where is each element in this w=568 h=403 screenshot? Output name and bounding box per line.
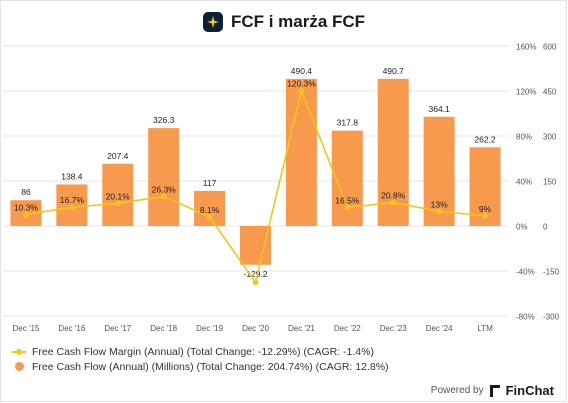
line-point [114,200,121,207]
legend: Free Cash Flow Margin (Annual) (Total Ch… [12,344,389,374]
line-point [436,208,442,215]
line-value-label: 8.1% [200,205,220,215]
line-value-label: 16.5% [335,195,360,205]
bar-value-label: 262.2 [474,134,496,144]
line-point [23,211,29,218]
y-left-tick-label: 80% [516,133,532,142]
bar-series-marker-icon [15,362,24,371]
y-right-tick-label: -300 [543,313,560,322]
line-point [206,214,213,220]
y-left-tick-label: 40% [516,178,532,187]
legend-label-margin: Free Cash Flow Margin (Annual) (Total Ch… [32,345,374,358]
chart-title: FCF i marża FCF [230,12,366,31]
line-point [482,213,488,219]
line-point [390,199,397,206]
bar-value-label: 86 [21,187,31,197]
y-left-tick-label: 160% [516,43,536,52]
x-tick-label: Dec '16 [58,324,85,333]
line-series-marker-icon [12,347,26,357]
bar [148,128,180,226]
y-left-tick-label: 120% [516,88,536,97]
y-right-tick-label: 300 [543,133,557,142]
line-value-label: 20.8% [381,191,406,201]
y-right-tick-label: 0 [543,223,548,232]
y-right-tick-label: 450 [543,88,557,97]
sparkle-icon [202,12,223,32]
powered-by: Powered by FinChat [431,383,554,398]
line-value-label: 13% [431,199,448,209]
y-left-tick-label: -80% [516,313,535,322]
bar-value-label: 490.7 [383,66,405,76]
powered-by-text: Powered by [430,385,484,396]
bar-value-label: 490.4 [291,66,313,76]
line-point [298,87,305,94]
x-tick-label: Dec '17 [104,324,131,333]
y-right-tick-label: 600 [543,43,557,52]
bar-value-label: -129.2 [243,269,267,279]
line-value-label: 20.1% [106,191,131,201]
title-row: FCF i marża FCF [0,12,568,32]
bar-value-label: 326.3 [153,115,175,125]
bar [240,226,271,265]
y-left-tick-label: 0% [516,223,528,232]
finchat-logo-icon [489,384,500,397]
bar-value-label: 364.1 [428,104,450,114]
legend-item-fcf[interactable]: Free Cash Flow (Annual) (Millions) (Tota… [12,359,389,374]
brand-name[interactable]: FinChat [505,383,554,398]
bar [102,163,134,226]
x-tick-label: Dec '18 [150,324,177,333]
legend-item-margin[interactable]: Free Cash Flow Margin (Annual) (Total Ch… [12,344,389,359]
line-point [160,193,167,200]
line-point [69,204,75,211]
line-point [344,204,351,211]
x-tick-label: Dec '24 [426,324,453,333]
bar-value-label: 138.4 [61,171,83,181]
line-value-label: 9% [479,204,492,214]
line-point [252,279,259,286]
x-tick-label: Dec '20 [242,324,269,333]
legend-label-fcf: Free Cash Flow (Annual) (Millions) (Tota… [32,360,389,373]
x-tick-label: Dec '23 [380,324,407,333]
bar-value-label: 207.4 [107,151,129,161]
line-value-label: 120.3% [287,79,316,89]
y-left-tick-label: -40% [516,268,535,277]
line-value-label: 26.3% [152,184,177,194]
bar [423,116,455,226]
x-tick-label: LTM [477,324,493,333]
x-tick-label: Dec '19 [196,324,223,333]
bar [285,78,317,226]
line-value-label: 16.7% [60,195,85,205]
bar-value-label: 317.8 [337,118,359,128]
x-tick-label: Dec '15 [13,324,40,333]
line-value-label: 10.3% [14,202,39,212]
x-tick-label: Dec '22 [334,324,361,333]
bar [469,147,501,226]
bar [194,190,226,226]
x-tick-label: Dec '21 [288,324,315,333]
bar-value-label: 117 [203,178,217,188]
y-right-tick-label: 150 [543,178,557,187]
y-right-tick-label: -150 [543,268,560,277]
